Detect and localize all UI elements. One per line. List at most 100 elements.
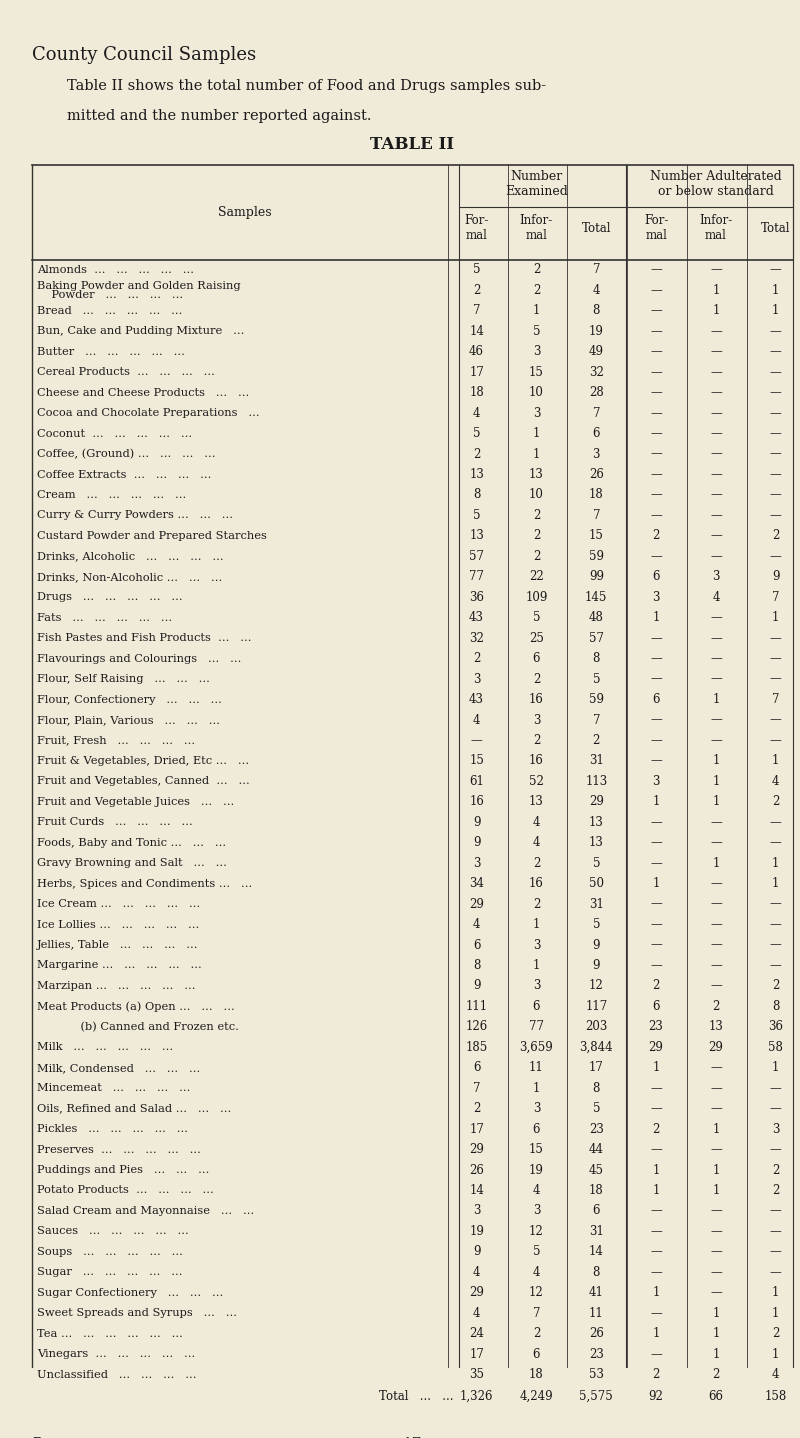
Text: —: — [770,263,782,276]
Text: Powder   ...   ...   ...   ...: Powder ... ... ... ... [37,290,183,301]
Text: —: — [710,365,722,378]
Text: 6: 6 [473,939,480,952]
Text: 23: 23 [589,1123,604,1136]
Text: 14: 14 [469,325,484,338]
Text: 1: 1 [712,857,720,870]
Text: 8: 8 [593,305,600,318]
Text: 1: 1 [772,1061,779,1074]
Text: 8: 8 [593,653,600,666]
Text: 1: 1 [712,775,720,788]
Text: 9: 9 [772,571,779,584]
Text: Mincemeat   ...   ...   ...   ...: Mincemeat ... ... ... ... [37,1083,190,1093]
Text: 3: 3 [533,345,540,358]
Text: 3: 3 [712,571,720,584]
Text: 8: 8 [473,489,480,502]
Text: 26: 26 [469,1163,484,1176]
Text: 7: 7 [772,693,779,706]
Text: —: — [770,939,782,952]
Text: 2: 2 [533,549,540,562]
Text: 3: 3 [593,447,600,460]
Text: Sweet Spreads and Syrups   ...   ...: Sweet Spreads and Syrups ... ... [37,1309,237,1319]
Text: —: — [710,325,722,338]
Text: 4: 4 [533,815,540,828]
Text: 3: 3 [533,979,540,992]
Text: 1: 1 [712,283,720,296]
Text: 2: 2 [533,733,540,746]
Text: Coconut  ...   ...   ...   ...   ...: Coconut ... ... ... ... ... [37,429,192,439]
Text: 16: 16 [469,795,484,808]
Text: —: — [710,1245,722,1258]
Text: —: — [770,407,782,420]
Text: —: — [770,959,782,972]
Text: 36: 36 [768,1021,783,1034]
Text: (b) Canned and Frozen etc.: (b) Canned and Frozen etc. [37,1021,238,1032]
Text: 7: 7 [593,263,600,276]
Text: —: — [650,509,662,522]
Text: 4: 4 [772,775,779,788]
Text: 1: 1 [653,1183,660,1196]
Text: 1: 1 [772,1307,779,1320]
Text: 41: 41 [589,1286,604,1300]
Text: Salad Cream and Mayonnaise   ...   ...: Salad Cream and Mayonnaise ... ... [37,1206,254,1217]
Text: 29: 29 [709,1041,723,1054]
Text: 1: 1 [772,1286,779,1300]
Text: —: — [770,549,782,562]
Text: 4: 4 [533,837,540,850]
Text: —: — [650,733,662,746]
Text: —: — [650,467,662,482]
Text: Gravy Browning and Salt   ...   ...: Gravy Browning and Salt ... ... [37,858,226,869]
Text: 2: 2 [772,979,779,992]
Text: —: — [770,897,782,910]
Text: —: — [710,1225,722,1238]
Text: Puddings and Pies   ...   ...   ...: Puddings and Pies ... ... ... [37,1165,210,1175]
Text: 13: 13 [529,795,544,808]
Text: 29: 29 [589,795,604,808]
Text: 58: 58 [768,1041,783,1054]
Text: —: — [650,1102,662,1114]
Text: 4: 4 [473,713,480,726]
Text: 4: 4 [712,591,720,604]
Text: 46: 46 [469,345,484,358]
Text: —: — [710,549,722,562]
Text: 26: 26 [589,1327,604,1340]
Text: 7: 7 [593,713,600,726]
Text: Custard Powder and Prepared Starches: Custard Powder and Prepared Starches [37,531,266,541]
Text: —: — [650,815,662,828]
Text: 18: 18 [589,1183,604,1196]
Text: 11: 11 [589,1307,604,1320]
Text: —: — [770,837,782,850]
Text: 32: 32 [589,365,604,378]
Text: Cream   ...   ...   ...   ...   ...: Cream ... ... ... ... ... [37,490,186,500]
Text: 2: 2 [653,1123,660,1136]
Text: 15: 15 [469,755,484,768]
Text: 2: 2 [473,1102,480,1114]
Text: Sugar   ...   ...   ...   ...   ...: Sugar ... ... ... ... ... [37,1267,182,1277]
Text: —: — [710,529,722,542]
Text: —: — [650,305,662,318]
Text: 10: 10 [529,387,544,400]
Text: —: — [770,917,782,930]
Text: Fruit and Vegetables, Canned  ...   ...: Fruit and Vegetables, Canned ... ... [37,777,250,787]
Text: 1: 1 [653,1286,660,1300]
Text: —: — [710,1265,722,1278]
Text: 17: 17 [589,1061,604,1074]
Text: 43: 43 [469,611,484,624]
Text: —: — [650,447,662,460]
Text: —: — [770,1102,782,1114]
Text: —: — [710,815,722,828]
Text: 2: 2 [712,1368,720,1380]
Text: 2: 2 [533,509,540,522]
Text: Coffee Extracts  ...   ...   ...   ...: Coffee Extracts ... ... ... ... [37,470,211,479]
Text: Marzipan ...   ...   ...   ...   ...: Marzipan ... ... ... ... ... [37,981,195,991]
Text: 8: 8 [473,959,480,972]
Text: 12: 12 [589,979,604,992]
Text: —: — [710,509,722,522]
Text: 2: 2 [533,263,540,276]
Text: —: — [770,1081,782,1094]
Text: 2: 2 [772,529,779,542]
Text: 10: 10 [529,489,544,502]
Text: —: — [710,1081,722,1094]
Text: 2: 2 [533,283,540,296]
Text: —: — [710,653,722,666]
Text: Pickles   ...   ...   ...   ...   ...: Pickles ... ... ... ... ... [37,1125,188,1135]
